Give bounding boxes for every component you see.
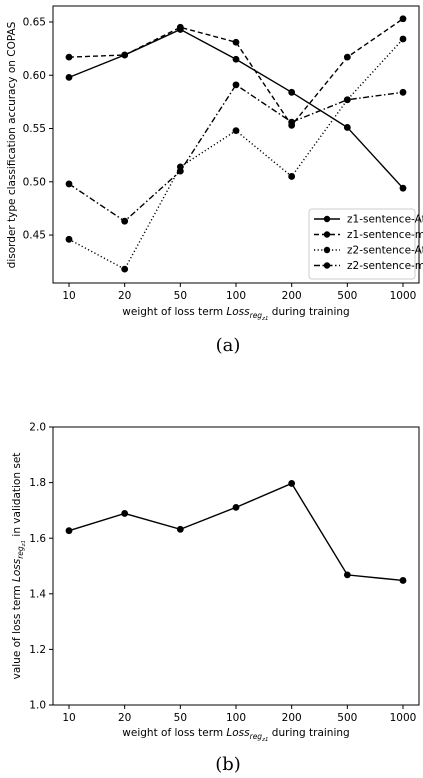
series-line [68,482,404,582]
x-axis-ticks-a: 10 20 50 100 200 500 1000 [62,283,416,302]
data-point [232,81,240,89]
x-tick-label: 500 [337,290,357,302]
data-point [232,55,240,63]
data-point [65,53,73,61]
y-tick-label: 1.6 [29,533,46,545]
x-tick-label: 50 [174,290,187,302]
caption-b: (b) [215,754,241,775]
y-tick-label: 0.65 [23,17,46,29]
data-point [288,118,296,126]
series-group-a [65,15,407,273]
data-point [65,180,73,188]
data-point [399,577,407,584]
legend-label: z2-sentence-Att. [347,245,423,257]
legend-label: z1-sentence-Att. [347,214,423,226]
legend-marker [323,215,331,223]
x-tick-label: 200 [282,712,302,724]
y-axis-ticks-a: 0.45 0.50 0.55 0.60 0.65 [23,17,53,242]
series-line [68,18,404,127]
chart-a: 10 20 50 100 200 500 1000 0.45 0.50 0.55 0.60 0.65… [6,5,423,356]
data-point [121,510,129,517]
x-tick-label: 100 [226,290,246,302]
x-tick-label: 1000 [390,712,417,724]
data-point [121,51,129,59]
y-tick-label: 2.0 [29,422,46,434]
x-tick-label: 20 [118,290,131,302]
data-point [176,167,184,175]
y-tick-label: 0.50 [23,176,46,188]
legend-marker [323,246,331,254]
series-group-b [65,480,407,584]
legend-label: z1-sentence-mean. [347,229,423,241]
legend-marker [323,231,331,238]
x-tick-label: 500 [337,712,357,724]
data-point [288,88,296,96]
x-tick-label: 20 [118,712,131,724]
y-tick-label: 0.45 [23,230,46,242]
y-tick-label: 1.4 [29,588,46,600]
data-point [399,15,407,23]
data-point [288,480,296,487]
data-point [176,525,184,533]
data-point [121,217,129,225]
x-tick-label: 10 [62,290,75,302]
data-point [176,23,184,31]
x-axis-label-a: weight of loss term Lossregz1 during tra… [122,306,349,322]
data-point [65,527,73,535]
data-point [399,184,407,192]
x-tick-label: 200 [282,290,302,302]
y-tick-label: 1.8 [29,477,46,489]
legend-a: z1-sentence-Att. z1-sentence-mean. z2-sent… [308,208,423,280]
x-axis-label-b: weight of loss term Lossregz1 during tra… [122,727,349,743]
data-point [343,571,351,579]
data-point [121,265,129,273]
x-tick-label: 1000 [390,290,417,302]
y-tick-label: 0.60 [23,70,46,82]
x-tick-label: 10 [62,712,75,724]
x-axis-ticks-b: 10 20 50 100 200 500 1000 [62,705,416,724]
y-axis-label-a: disorder type classification accuracy on… [6,21,18,268]
x-tick-label: 50 [174,712,187,724]
data-point [65,235,73,243]
x-tick-label: 100 [226,712,246,724]
series-line [68,83,404,223]
data-point [232,503,240,511]
y-tick-label: 1.2 [29,644,46,656]
data-point [399,88,407,96]
data-point [343,124,351,131]
y-axis-ticks-b: 1.0 1.2 1.4 1.6 1.8 2.0 [29,422,53,712]
chart-b: 10 20 50 100 200 500 1000 1.0 1.2 1.4 1.6 1.8 2.0 w… [11,422,420,775]
y-axis-label-b: value of loss term Lossregz1 in validati… [11,453,27,680]
data-point [65,73,73,81]
legend-box-a [308,208,416,280]
y-tick-label: 1.0 [29,700,46,712]
y-tick-label: 0.55 [23,123,46,135]
caption-a: (a) [216,335,241,356]
data-point [288,173,296,180]
data-point [343,96,351,104]
plot-area-b [52,426,420,706]
legend-marker [323,262,331,269]
data-point [399,35,407,43]
legend-label: z2-sentence-mean. [347,260,423,272]
data-point [232,127,240,135]
data-point [232,38,240,46]
data-point [343,53,351,61]
